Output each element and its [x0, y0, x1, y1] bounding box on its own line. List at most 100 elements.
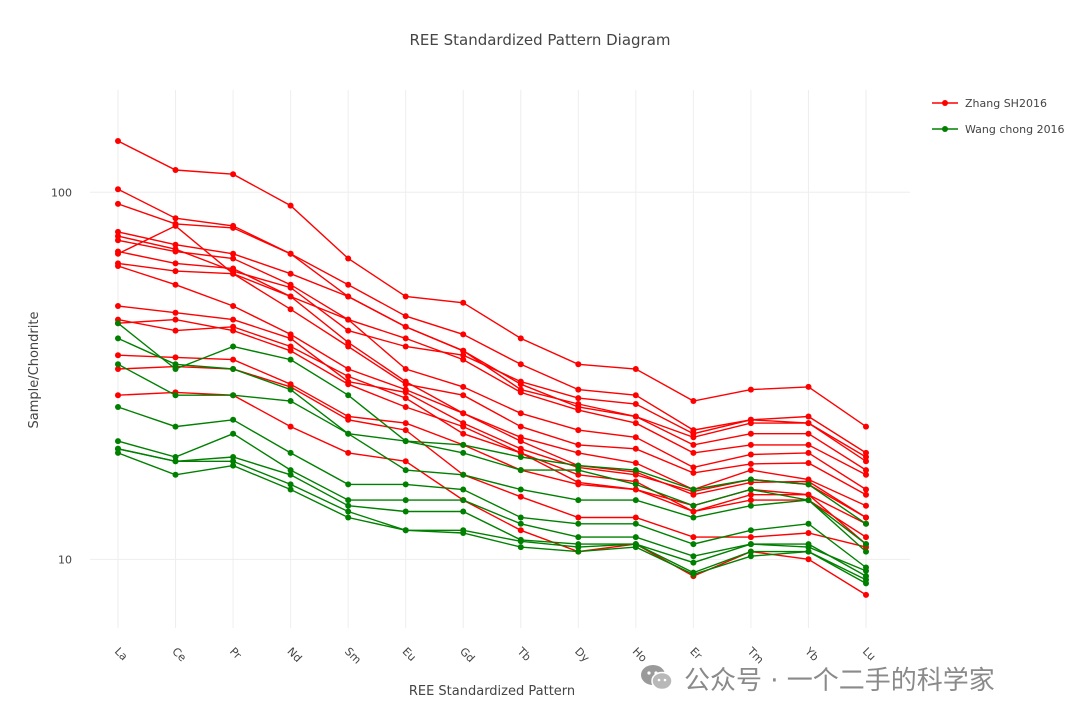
data-point	[632, 420, 639, 427]
data-point	[517, 520, 524, 527]
legend-item[interactable]: Zhang SH2016	[932, 97, 1047, 110]
data-point	[460, 331, 467, 338]
data-point	[863, 423, 869, 430]
data-point	[172, 309, 179, 316]
data-point	[575, 520, 582, 527]
data-point	[632, 392, 639, 399]
data-point	[805, 556, 812, 563]
data-point	[345, 502, 352, 509]
data-point	[287, 398, 294, 404]
data-point	[345, 497, 352, 504]
series-line	[117, 265, 867, 519]
data-point	[172, 454, 179, 460]
data-point	[805, 420, 812, 427]
data-point	[402, 343, 409, 350]
data-point	[863, 567, 869, 574]
data-point	[460, 356, 467, 363]
data-point	[345, 381, 352, 388]
data-point	[632, 434, 639, 441]
data-point	[575, 401, 582, 407]
legend[interactable]: Zhang SH2016 Wang chong 2016	[932, 97, 1065, 136]
legend-marker	[942, 100, 948, 106]
data-point	[402, 420, 409, 427]
data-point	[517, 361, 524, 368]
legend-marker	[942, 126, 948, 132]
data-point	[690, 398, 697, 404]
data-point	[287, 335, 294, 342]
data-point	[747, 497, 754, 504]
data-point	[863, 591, 869, 598]
data-point	[115, 233, 121, 240]
data-point	[517, 449, 524, 456]
data-point	[632, 471, 639, 478]
data-point	[172, 248, 179, 255]
data-point	[172, 361, 179, 368]
data-point	[230, 343, 237, 350]
data-point	[690, 534, 697, 541]
data-point	[517, 335, 524, 342]
data-point	[115, 320, 121, 327]
legend-item[interactable]: Wang chong 2016	[932, 123, 1065, 136]
series-line	[117, 318, 867, 525]
data-point	[863, 467, 869, 474]
data-point	[402, 293, 409, 300]
data-point	[172, 327, 179, 334]
data-point	[230, 171, 237, 178]
data-point	[402, 395, 409, 402]
data-point	[575, 407, 582, 414]
data-point	[690, 464, 697, 471]
data-point	[517, 438, 524, 445]
data-point	[345, 281, 352, 288]
data-point	[345, 430, 352, 437]
data-point	[747, 548, 754, 555]
data-point	[575, 427, 582, 434]
data-point	[172, 268, 179, 275]
data-point	[115, 404, 121, 410]
data-point	[287, 467, 294, 474]
data-point	[805, 449, 812, 456]
x-tick-label: Ce	[169, 645, 189, 665]
watermark-text: 公众号 · 一个二手的科学家	[684, 665, 995, 696]
y-tick-label: 10	[58, 553, 72, 566]
data-point	[287, 281, 294, 288]
series-line	[117, 250, 867, 491]
data-point	[287, 423, 294, 430]
data-point	[172, 241, 179, 248]
data-point	[172, 471, 179, 478]
data-point	[863, 471, 869, 478]
x-tick-label: Eu	[400, 645, 419, 664]
data-point	[460, 441, 467, 448]
series-line	[117, 363, 867, 553]
x-axis-label: REE Standardized Pattern	[409, 684, 575, 699]
data-point	[863, 514, 869, 521]
data-point	[402, 481, 409, 488]
data-point	[517, 514, 524, 521]
data-point	[460, 530, 467, 536]
series-line	[117, 448, 867, 581]
data-point	[345, 416, 352, 423]
data-point	[172, 222, 179, 229]
data-point	[747, 491, 754, 498]
series-layer	[115, 138, 869, 598]
data-point	[115, 228, 121, 235]
data-point	[172, 215, 179, 222]
data-point	[805, 520, 812, 527]
data-point	[345, 373, 352, 380]
data-point	[172, 458, 179, 465]
data-point	[747, 441, 754, 448]
data-point	[632, 481, 639, 488]
data-point	[863, 534, 869, 541]
data-point	[863, 449, 869, 456]
data-point	[230, 356, 237, 363]
data-point	[575, 441, 582, 448]
wechat-logo-icon	[640, 663, 674, 693]
data-point	[863, 454, 869, 460]
data-point	[863, 580, 869, 587]
data-point	[287, 471, 294, 478]
data-point	[517, 454, 524, 460]
data-point	[287, 356, 294, 363]
data-point	[805, 491, 812, 498]
data-point	[805, 530, 812, 536]
